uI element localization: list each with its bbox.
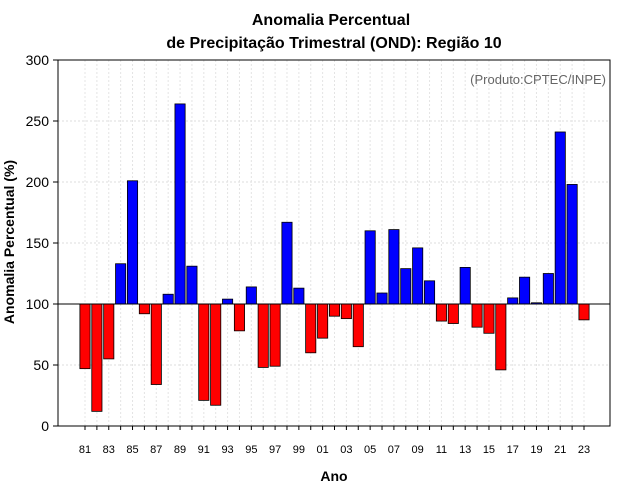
x-tick-label: 91: [198, 444, 210, 456]
bar-09: [412, 247, 424, 305]
bar-02: [328, 303, 341, 317]
y-tick-label: 300: [26, 52, 50, 68]
bar-04: [352, 303, 364, 348]
bar-22: [566, 184, 578, 305]
y-tick-label: 250: [26, 113, 50, 129]
bar-83: [103, 303, 115, 360]
x-tick-label: 05: [364, 444, 376, 456]
bar-23: [578, 303, 590, 321]
x-tick-label: 83: [103, 444, 115, 456]
x-tick-label: 95: [245, 444, 257, 456]
bar-99: [293, 287, 305, 305]
x-tick-label: 17: [507, 444, 519, 456]
bar-20: [542, 273, 554, 305]
grid: [58, 59, 610, 427]
x-tick-label: 07: [388, 444, 400, 456]
bar-82: [91, 303, 103, 412]
y-tick-label: 50: [33, 357, 49, 373]
y-tick-label: 150: [26, 235, 50, 251]
chart-title-line1: Anomalia Percentual: [252, 12, 410, 29]
bar-97: [269, 303, 281, 367]
x-tick-label: 13: [459, 444, 471, 456]
bar-18: [519, 276, 531, 305]
bar-92: [210, 303, 222, 406]
x-tick-label: 93: [221, 444, 233, 456]
x-tick-label: 85: [126, 444, 138, 456]
x-tick-label: 21: [554, 444, 566, 456]
x-tick-label: 89: [174, 444, 186, 456]
bar-16: [495, 303, 507, 371]
bar-14: [471, 303, 483, 328]
y-tick-label: 0: [41, 418, 49, 434]
bar-85: [127, 180, 139, 305]
bar-94: [233, 303, 245, 332]
x-tick-label: 99: [293, 444, 305, 456]
bar-96: [257, 303, 269, 368]
bar-86: [138, 303, 150, 315]
bar-21: [554, 131, 566, 305]
bar-01: [317, 303, 329, 339]
bar-91: [198, 303, 210, 401]
x-tick-label: 15: [483, 444, 495, 456]
x-axis-label: Ano: [320, 468, 347, 484]
x-tick-label: 97: [269, 444, 281, 456]
bar-89: [174, 103, 186, 305]
bar-13: [459, 266, 471, 305]
chart-title-line2: de Precipitação Trimestral (OND): Região…: [166, 35, 501, 52]
x-tick-label: 09: [412, 444, 424, 456]
y-axis: 0 50 100 150 200 250 300: [26, 52, 58, 434]
bar-98: [281, 221, 293, 305]
x-axis: 81 83 85 87 89 91 93 95 97 99 01 03 05 07 09 11 13 15 17 19…: [79, 426, 590, 456]
bar-95: [245, 286, 257, 305]
bar-06: [376, 292, 388, 305]
bar-84: [115, 263, 127, 305]
bar-00: [305, 303, 317, 354]
bar-08: [400, 268, 412, 305]
bar-15: [483, 303, 495, 334]
x-tick-label: 23: [578, 444, 590, 456]
bar-07: [388, 229, 400, 305]
bar-90: [186, 265, 198, 305]
x-tick-label: 81: [79, 444, 91, 456]
bar-93: [222, 298, 234, 305]
bar-12: [447, 303, 459, 324]
bar-05: [364, 230, 376, 305]
x-tick-label: 01: [316, 444, 328, 456]
bar-81: [79, 303, 91, 370]
bar-88: [162, 293, 174, 305]
product-annotation: (Produto:CPTEC/INPE): [470, 72, 606, 87]
x-tick-label: 03: [340, 444, 352, 456]
x-tick-label: 19: [530, 444, 542, 456]
x-tick-label: 11: [436, 444, 447, 456]
bar-17: [507, 297, 519, 305]
bar-03: [340, 303, 352, 320]
x-tick-label: 87: [150, 444, 162, 456]
y-tick-label: 100: [26, 296, 50, 312]
bars: [79, 103, 590, 412]
bar-10: [424, 280, 436, 305]
bar-11: [435, 303, 447, 322]
y-tick-label: 200: [26, 174, 50, 190]
y-axis-label: Anomalia Percentual (%): [1, 160, 17, 324]
bar-87: [150, 303, 162, 385]
